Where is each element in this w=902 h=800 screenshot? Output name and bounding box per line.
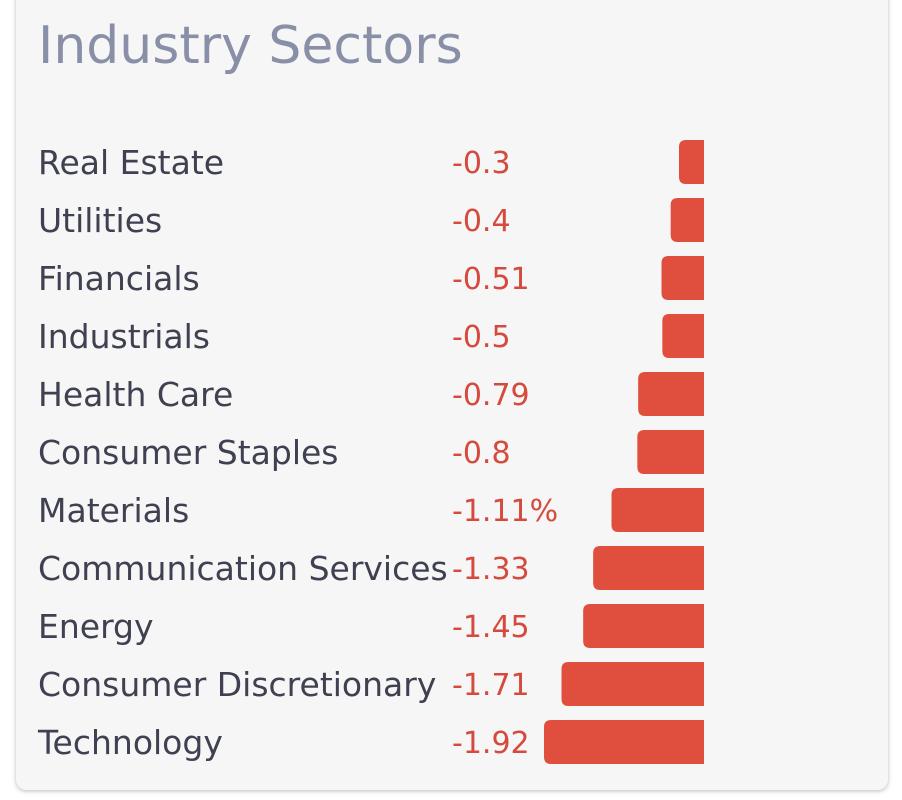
industry-sectors-card [16,0,888,790]
category-label: Industrials [38,317,210,356]
sector-bar [611,488,704,532]
value-label: -1.11% [452,494,558,529]
category-label: Communication Services [38,549,448,588]
category-label: Materials [38,491,189,530]
value-label: -1.33 [452,552,530,587]
category-label: Consumer Staples [38,433,338,472]
category-label: Financials [38,259,200,298]
value-label: -0.3 [452,146,511,181]
category-label: Consumer Discretionary [38,665,436,704]
value-label: -1.45 [452,610,530,645]
category-label: Energy [38,607,154,646]
sector-bar [638,372,704,416]
value-label: -0.79 [452,378,530,413]
value-label: -0.51 [452,262,530,297]
sector-bar [670,198,704,242]
sector-bar [544,720,704,764]
value-label: -0.8 [452,436,511,471]
value-label: -0.4 [452,204,511,239]
value-label: -1.71 [452,668,530,703]
sector-bar [662,314,704,358]
value-label: -0.5 [452,320,511,355]
category-label: Health Care [38,375,233,414]
category-label: Utilities [38,201,162,240]
value-label: -1.92 [452,726,530,761]
sector-bar [593,546,704,590]
category-label: Real Estate [38,143,224,182]
sector-bar [679,140,704,184]
chart-title: Industry Sectors [38,16,463,76]
sector-bar [661,256,704,300]
sector-bar [561,662,704,706]
sector-bar [637,430,704,474]
sector-bar [583,604,704,648]
category-label: Technology [37,723,223,762]
